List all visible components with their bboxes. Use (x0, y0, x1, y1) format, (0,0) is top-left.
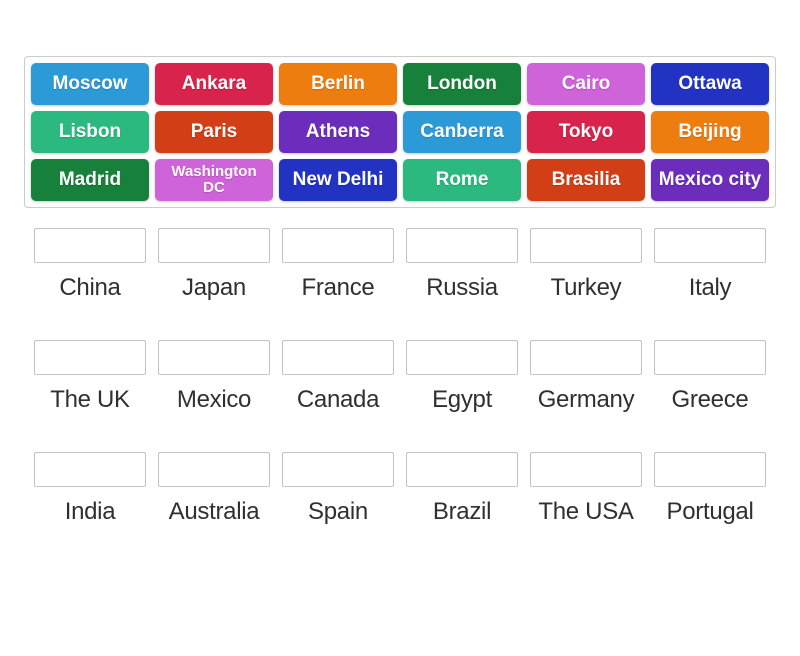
answer-cell: Germany (527, 340, 645, 415)
answer-slot-germany[interactable] (530, 340, 642, 375)
country-label-brazil: Brazil (432, 498, 492, 525)
country-label-the-usa: The USA (538, 498, 634, 525)
answer-cell: Italy (651, 228, 769, 303)
tile-berlin[interactable]: Berlin (279, 63, 397, 105)
tile-rome[interactable]: Rome (403, 159, 521, 201)
tile-ottawa[interactable]: Ottawa (651, 63, 769, 105)
tile-madrid[interactable]: Madrid (31, 159, 149, 201)
answer-cell: France (279, 228, 397, 303)
answer-slot-china[interactable] (34, 228, 146, 263)
country-label-france: France (301, 274, 375, 301)
answer-slot-brazil[interactable] (406, 452, 518, 487)
answer-slot-japan[interactable] (158, 228, 270, 263)
country-label-egypt: Egypt (432, 386, 492, 413)
country-label-the-uk: The UK (50, 386, 130, 413)
answer-slot-mexico[interactable] (158, 340, 270, 375)
country-label-japan: Japan (182, 274, 246, 301)
country-label-mexico: Mexico (176, 386, 252, 413)
tile-london[interactable]: London (403, 63, 521, 105)
tile-tokyo[interactable]: Tokyo (527, 111, 645, 153)
tile-cairo[interactable]: Cairo (527, 63, 645, 105)
answer-cell: Mexico (155, 340, 273, 415)
answer-cell: Turkey (527, 228, 645, 303)
answer-slot-the-usa[interactable] (530, 452, 642, 487)
tile-ankara[interactable]: Ankara (155, 63, 273, 105)
answer-slot-india[interactable] (34, 452, 146, 487)
answer-slot-france[interactable] (282, 228, 394, 263)
tile-washington-dc[interactable]: Washington DC (155, 159, 273, 201)
country-label-turkey: Turkey (550, 274, 622, 301)
capitals-tile-board: Moscow Ankara Berlin London Cairo Ottawa… (24, 56, 776, 208)
tile-moscow[interactable]: Moscow (31, 63, 149, 105)
answer-cell: Portugal (651, 452, 769, 527)
answer-row-2: The UK Mexico Canada Egypt Germany Greec… (31, 340, 800, 415)
answer-slot-canada[interactable] (282, 340, 394, 375)
tile-grid: Moscow Ankara Berlin London Cairo Ottawa… (31, 63, 769, 201)
answer-cell: Canada (279, 340, 397, 415)
answer-slot-turkey[interactable] (530, 228, 642, 263)
country-label-spain: Spain (308, 498, 368, 525)
tile-mexico-city[interactable]: Mexico city (651, 159, 769, 201)
answer-slot-portugal[interactable] (654, 452, 766, 487)
answers-area: China Japan France Russia Turkey Italy T… (31, 228, 800, 527)
answer-slot-spain[interactable] (282, 452, 394, 487)
answer-slot-australia[interactable] (158, 452, 270, 487)
answer-cell: Japan (155, 228, 273, 303)
tile-athens[interactable]: Athens (279, 111, 397, 153)
answer-cell: Spain (279, 452, 397, 527)
answer-cell: The UK (31, 340, 149, 415)
tile-lisbon[interactable]: Lisbon (31, 111, 149, 153)
tile-paris[interactable]: Paris (155, 111, 273, 153)
country-label-portugal: Portugal (666, 498, 754, 525)
tile-beijing[interactable]: Beijing (651, 111, 769, 153)
answer-cell: Greece (651, 340, 769, 415)
country-label-china: China (59, 274, 121, 301)
answer-cell: Russia (403, 228, 521, 303)
country-label-canada: Canada (296, 386, 380, 413)
answer-cell: Brazil (403, 452, 521, 527)
country-label-india: India (64, 498, 116, 525)
answer-row-3: India Australia Spain Brazil The USA Por… (31, 452, 800, 527)
answer-slot-italy[interactable] (654, 228, 766, 263)
country-label-australia: Australia (168, 498, 260, 525)
country-label-russia: Russia (426, 274, 498, 301)
answer-row-1: China Japan France Russia Turkey Italy (31, 228, 800, 303)
country-label-italy: Italy (688, 274, 732, 301)
tile-new-delhi[interactable]: New Delhi (279, 159, 397, 201)
answer-cell: China (31, 228, 149, 303)
answer-cell: The USA (527, 452, 645, 527)
answer-slot-russia[interactable] (406, 228, 518, 263)
answer-cell: Australia (155, 452, 273, 527)
tile-canberra[interactable]: Canberra (403, 111, 521, 153)
answer-slot-egypt[interactable] (406, 340, 518, 375)
answer-cell: India (31, 452, 149, 527)
answer-slot-greece[interactable] (654, 340, 766, 375)
country-label-greece: Greece (671, 386, 749, 413)
answer-slot-the-uk[interactable] (34, 340, 146, 375)
tile-brasilia[interactable]: Brasilia (527, 159, 645, 201)
country-label-germany: Germany (537, 386, 635, 413)
answer-cell: Egypt (403, 340, 521, 415)
